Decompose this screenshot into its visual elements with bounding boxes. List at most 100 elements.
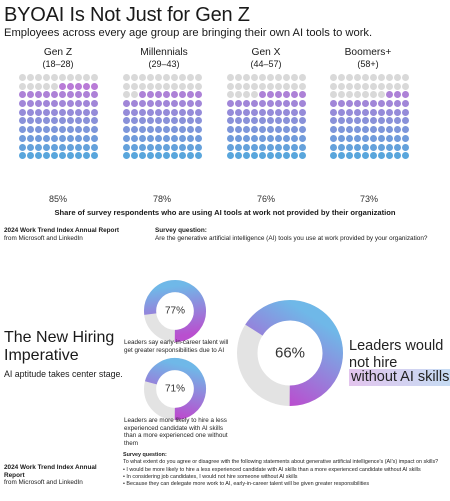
donut-value-label: 66% [275, 345, 305, 362]
waffle-dot [179, 82, 186, 90]
waffle-dot [139, 108, 146, 116]
waffle-dot [283, 143, 290, 151]
donut-71: 71% [143, 357, 207, 421]
group-label-gen-z: Gen Z [43, 47, 73, 58]
waffle-dot [330, 134, 337, 142]
waffle-dot [275, 117, 282, 125]
waffle-dot [299, 82, 306, 90]
waffle-dot [155, 126, 162, 134]
waffle-dot [75, 126, 82, 134]
waffle-dot [338, 91, 345, 99]
bullet-1-text: I would be more likely to hire a less ex… [126, 467, 421, 473]
waffle-dot [386, 152, 393, 160]
waffle-dot [370, 143, 377, 151]
waffle-dot [123, 82, 130, 90]
survey-text-2: To what extent do you agree or disagree … [123, 459, 439, 465]
group-range-gen-x: (44–57) [250, 59, 282, 69]
waffle-dot [59, 117, 66, 125]
waffle-dot [51, 91, 58, 99]
waffle-dot [330, 152, 337, 160]
waffle-dot [35, 152, 42, 160]
waffle-dot [35, 117, 42, 125]
waffle-dot [131, 143, 138, 151]
waffle-dot [155, 152, 162, 160]
waffle-dot [299, 152, 306, 160]
waffle-dot [362, 152, 369, 160]
waffle-dot [346, 91, 353, 99]
bullet-3: • Because they can delegate more work to… [123, 481, 370, 487]
waffle-dot [123, 108, 130, 116]
waffle-dot [346, 74, 353, 81]
waffle-dot [51, 108, 58, 116]
waffle-dot [243, 117, 250, 125]
waffle-dot [19, 82, 26, 90]
waffle-dot [171, 117, 178, 125]
waffle-dot [251, 134, 258, 142]
waffle-dot [235, 117, 242, 125]
waffle-caption: Share of survey respondents who are usin… [54, 208, 396, 217]
waffle-dot [171, 143, 178, 151]
pct-label-boomers: 73% [359, 194, 378, 204]
waffle-dot [163, 134, 170, 142]
waffle-dot [35, 82, 42, 90]
waffle-dot [370, 152, 377, 160]
waffle-dot [27, 74, 34, 81]
waffle-dot [291, 74, 298, 81]
waffle-dot [402, 108, 409, 116]
waffle-dot [338, 134, 345, 142]
waffle-dot [123, 91, 130, 99]
waffle-dot [354, 152, 361, 160]
waffle-dot [243, 143, 250, 151]
waffle-dot [67, 100, 74, 108]
waffle-dot [386, 126, 393, 134]
waffle-dot [394, 152, 401, 160]
waffle-dot [235, 152, 242, 160]
waffle-dot [171, 134, 178, 142]
waffle-dot [139, 74, 146, 81]
waffle-dot [243, 152, 250, 160]
waffle-dot [330, 126, 337, 134]
waffle-dot [67, 117, 74, 125]
waffle-dot [402, 82, 409, 90]
waffle-dot [235, 74, 242, 81]
donut-77: 77% [143, 279, 207, 343]
waffle-dot [299, 74, 306, 81]
waffle-dot [275, 126, 282, 134]
waffle-dot [91, 100, 98, 108]
waffle-dot [67, 91, 74, 99]
waffle-dot [83, 126, 90, 134]
waffle-dot [243, 82, 250, 90]
waffle-dot [291, 108, 298, 116]
waffle-dot [267, 126, 274, 134]
waffle-dot [275, 100, 282, 108]
waffle-dot [155, 108, 162, 116]
waffle-dot [59, 143, 66, 151]
waffle-dot [67, 126, 74, 134]
waffle-dot [43, 152, 50, 160]
waffle-dot [251, 126, 258, 134]
waffle-dot [235, 134, 242, 142]
waffle-dot [83, 91, 90, 99]
waffle-dot [394, 143, 401, 151]
waffle-dot [75, 143, 82, 151]
waffle-dot [354, 117, 361, 125]
source-sub-1: from Microsoft and LinkedIn [4, 234, 83, 242]
waffle-dot [235, 143, 242, 151]
waffle-dot [187, 108, 194, 116]
waffle-dot [362, 100, 369, 108]
waffle-dot [227, 143, 234, 151]
waffle-dot [338, 108, 345, 116]
waffle-dot [35, 134, 42, 142]
waffle-dot [83, 74, 90, 81]
waffle-dot [227, 82, 234, 90]
waffle-dot [275, 82, 282, 90]
waffle-dot [19, 74, 26, 81]
waffle-dot [163, 82, 170, 90]
waffle-dot [139, 117, 146, 125]
bullet-2: • In considering job candidates, I would… [123, 474, 298, 480]
waffle-dot [402, 117, 409, 125]
waffle-dot [291, 152, 298, 160]
donut-arc [143, 357, 207, 421]
hiring-subtitle: AI aptitude takes center stage. [4, 369, 123, 379]
waffle-dot [251, 117, 258, 125]
